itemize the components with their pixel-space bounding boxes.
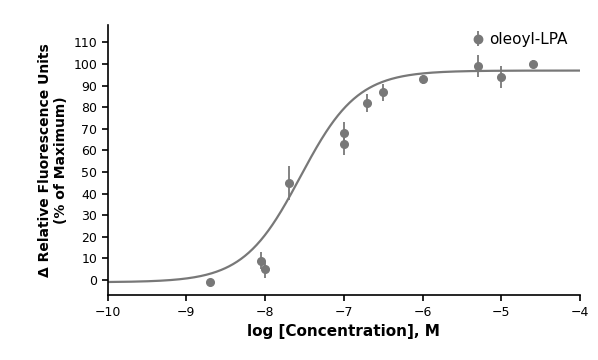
Legend: oleoyl-LPA: oleoyl-LPA xyxy=(469,27,572,51)
X-axis label: log [Concentration], M: log [Concentration], M xyxy=(248,324,440,339)
Y-axis label: Δ Relative Fluorescence Units
(% of Maximum): Δ Relative Fluorescence Units (% of Maxi… xyxy=(38,43,68,277)
